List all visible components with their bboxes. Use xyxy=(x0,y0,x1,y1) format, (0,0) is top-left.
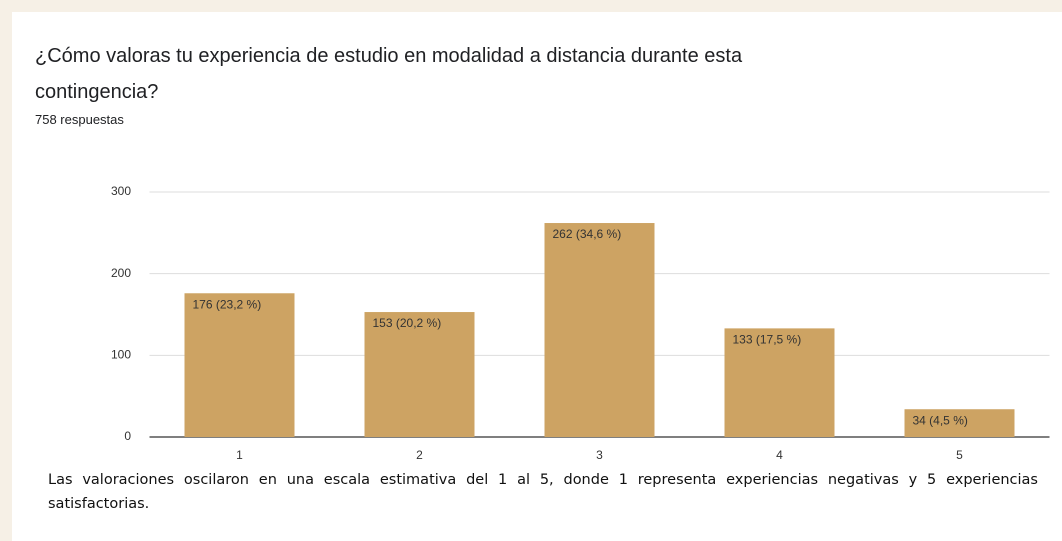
x-tick-label: 5 xyxy=(956,448,963,462)
y-tick-label: 200 xyxy=(111,266,131,280)
value-label: 262 (34,6 %) xyxy=(553,227,622,241)
bar xyxy=(544,223,655,437)
value-label: 133 (17,5 %) xyxy=(733,333,802,347)
bar xyxy=(724,328,835,437)
y-tick-label: 0 xyxy=(124,429,131,443)
value-label: 153 (20,2 %) xyxy=(373,316,442,330)
chart-subtitle: 758 respuestas xyxy=(35,112,124,127)
x-tick-label: 4 xyxy=(776,448,783,462)
value-label: 176 (23,2 %) xyxy=(193,297,262,311)
x-tick-label: 2 xyxy=(416,448,423,462)
caption: Las valoraciones oscilaron en una escala… xyxy=(48,472,1038,512)
chart-title: ¿Cómo valoras tu experiencia de estudio … xyxy=(35,45,743,103)
bar xyxy=(904,409,1015,437)
y-tick-label: 300 xyxy=(111,184,131,198)
bar xyxy=(364,312,475,437)
card xyxy=(12,12,1062,541)
value-label: 34 (4,5 %) xyxy=(913,413,968,427)
y-tick-label: 100 xyxy=(111,348,131,362)
bar xyxy=(184,293,295,437)
x-tick-label: 3 xyxy=(596,448,603,462)
x-tick-label: 1 xyxy=(236,448,243,462)
